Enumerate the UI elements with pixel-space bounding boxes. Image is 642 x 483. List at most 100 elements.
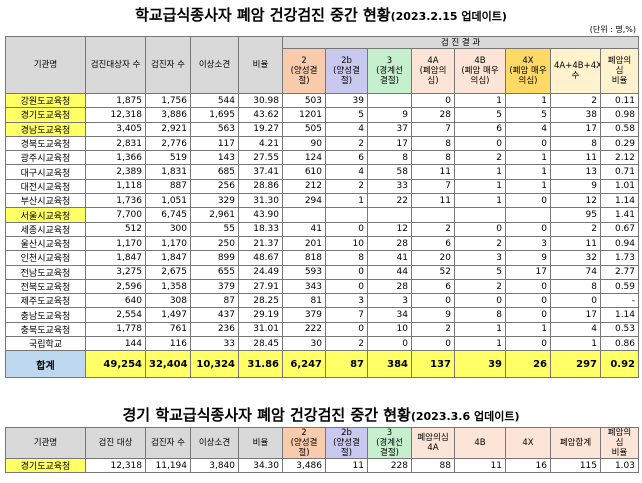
header-cell: 검 진 결 과 (281, 36, 640, 49)
cell: 2 (325, 178, 368, 195)
header-cell: 비율 (238, 427, 283, 459)
cell-text: 1.41 (614, 210, 636, 221)
header-cell: 4X (폐암 매우 의심) (505, 48, 551, 94)
cell-text: 경남도교육청 (20, 125, 71, 136)
cell: 13 (550, 164, 601, 180)
cell-text: 폐암의심4A (417, 433, 449, 453)
cell-text: 593 (304, 267, 322, 278)
data-row: 세종시교육청 512 300 55 18.33 41 0 12 2 0 0 2 0.67 (5, 221, 640, 237)
cell-text: 1,778 (116, 324, 142, 335)
cell-text: 1 (541, 181, 547, 192)
cell-text: 124 (304, 152, 322, 163)
cell: 12,318 (85, 107, 146, 123)
cell-text: (폐암 매우 의심) (509, 66, 547, 86)
cell-text: 2 (591, 224, 597, 235)
cell-text: 8 (445, 152, 451, 163)
cell: 124 (282, 150, 326, 166)
cell: 17 (505, 264, 551, 280)
title: 학교급식종사자 폐암 건강검진 중간 현황(2023.2.15 업데이트) (0, 4, 642, 25)
header-cell: 4B (폐암 매우 의심) (454, 48, 506, 94)
cell-text: 28 (396, 281, 408, 292)
cell: 1.73 (599, 250, 640, 266)
cell (282, 207, 326, 223)
cell-text: 1.03 (614, 460, 635, 471)
cell: 1.41 (599, 207, 640, 223)
cell: 21.37 (238, 235, 283, 252)
cell: 1,831 (145, 164, 191, 180)
cell-text: 2 (301, 56, 307, 66)
cell-text: 55 (223, 224, 235, 235)
cell-text: 7,700 (116, 210, 142, 221)
cell: 1 (505, 178, 551, 195)
cell: 6 (411, 278, 455, 295)
cell-text: 34.30 (253, 460, 279, 471)
cell-text: 228 (390, 460, 408, 471)
cell: 2 (550, 221, 601, 237)
cell-text: 3 (402, 295, 408, 306)
cell-text: 0.98 (614, 109, 636, 120)
cell: 2.12 (599, 150, 640, 166)
header-cell: 3 (경계선 결절) (367, 48, 412, 94)
cell: 1 (454, 336, 506, 352)
cell: 7 (325, 307, 368, 323)
cell: 부산시교육청 (5, 193, 86, 209)
cell: 11 (550, 150, 601, 166)
cell: 0.98 (599, 107, 640, 123)
header-row: 기관명 검진 대상 검진자 수 이상소견 비율 2 (양성결절) 2b (양성결절) 3 (경계선 … (5, 427, 639, 459)
cell-text: 4.21 (258, 138, 279, 149)
cell: 34 (367, 307, 412, 323)
cell: 충남도교육청 (5, 307, 86, 323)
cell: 0 (367, 336, 412, 352)
cell-text: 9 (402, 109, 408, 120)
cell: 2 (550, 92, 601, 109)
cell-text: 11 (352, 460, 364, 471)
cell: 384 (367, 350, 412, 379)
data-row: 경기도교육청 12,318 3,886 1,695 43.62 1201 5 9 28 5 5 38 0… (5, 107, 640, 123)
data-row: 충북도교육청 1,778 761 236 31.01 222 0 10 2 1 1 4 0.53 (5, 321, 640, 338)
cell-text: 28.86 (253, 181, 279, 192)
cell-text: 8 (358, 252, 364, 263)
cell-text: 0 (541, 138, 547, 149)
data-row: 경남도교육청 3,405 2,921 563 19.27 505 4 37 7 6 4 17 0.58 (5, 121, 640, 137)
cell: 2 (454, 150, 506, 166)
cell: 28.86 (238, 178, 283, 195)
cell-text: 1,847 (161, 252, 187, 263)
cell: 24.49 (238, 264, 283, 280)
cell-text: 충남도교육청 (20, 311, 71, 322)
cell-text: (경계선 결절) (376, 66, 403, 86)
cell: 0 (325, 221, 368, 237)
cell-text: 29.19 (253, 310, 279, 321)
cell: 503 (282, 92, 326, 109)
cell-text: 국립학교 (28, 340, 63, 351)
cell-text: 12 (396, 224, 408, 235)
cell: 116 (145, 336, 191, 352)
cell-text: 2.12 (614, 152, 636, 163)
cell-text: 818 (304, 252, 322, 263)
cell: 1 (325, 193, 368, 209)
cell-text: 3,405 (116, 124, 142, 135)
cell: 379 (282, 307, 326, 323)
cell: 1,170 (145, 235, 191, 252)
cell-text: 5 (358, 109, 364, 120)
cell: 0 (325, 278, 368, 295)
cell-text: 38 (585, 109, 597, 120)
cell-text: 기관명 (33, 60, 58, 70)
data-row: 충남도교육청 2,554 1,497 437 29.19 379 7 34 9 8 0 17 1.14 (5, 307, 640, 323)
cell: 28 (367, 278, 412, 295)
cell (367, 207, 412, 223)
cell: 610 (282, 164, 326, 180)
cell: 9 (505, 250, 551, 266)
cell: 1,778 (85, 321, 146, 338)
cell: 90 (282, 135, 326, 152)
cell-text: 1,831 (161, 167, 187, 178)
cell-text: 3,486 (296, 460, 322, 471)
cell-text: 0 (541, 281, 547, 292)
cell-text: 1201 (299, 109, 322, 120)
cell-text: 1.14 (614, 195, 636, 206)
cell-text: 폐암합계 (559, 438, 592, 448)
header-cell: 검진대상자 수 (85, 36, 146, 94)
cell-text: 41 (396, 252, 408, 263)
cell: 8 (550, 135, 601, 152)
cell-text: 24.49 (253, 267, 279, 278)
cell-text: 0.67 (614, 224, 636, 235)
